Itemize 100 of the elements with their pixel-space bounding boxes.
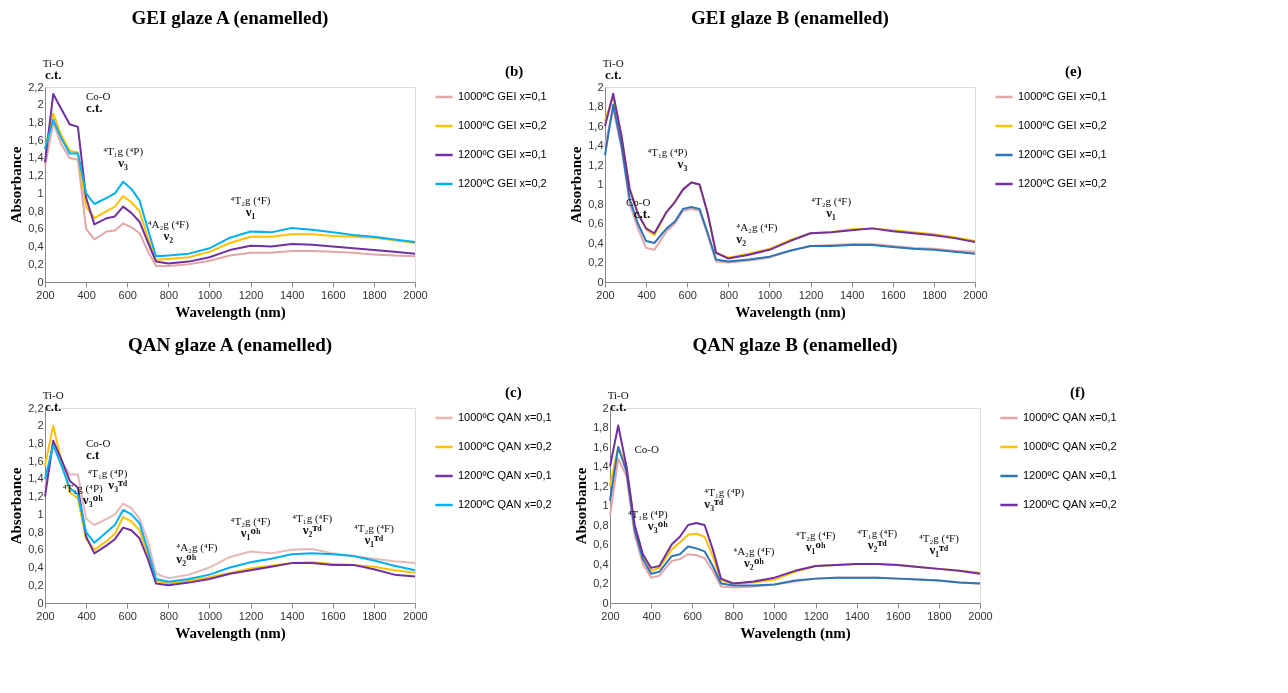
x-axis-title: Wavelength (nm) [175, 303, 286, 321]
y-tick-label: 1,4 [593, 460, 609, 472]
y-tick-label: 1,6 [593, 440, 609, 453]
x-axis-title: Wavelength (nm) [735, 303, 846, 321]
legend-label: 1000ºC GEI x=0,1 [458, 90, 547, 102]
annotation: ⁴T₂g (⁴F) [795, 528, 836, 542]
x-tick-label: 2000 [963, 288, 988, 301]
legend-label: 1000ºC QAN x=0,2 [458, 440, 552, 452]
annotation: ⁴T₁g (⁴P) [87, 466, 128, 480]
x-tick-label: 400 [642, 609, 661, 622]
x-tick-label: 200 [36, 288, 55, 301]
x-tick-label: 1200 [803, 609, 829, 622]
legend-label: 1000ºC QAN x=0,1 [1023, 411, 1117, 423]
x-tick-label: 1800 [362, 288, 387, 301]
x-tick-label: 1400 [844, 609, 870, 622]
x-tick-label: 1000 [197, 288, 223, 301]
y-tick-label: 1,2 [28, 169, 44, 182]
y-tick-label: 0,8 [588, 197, 604, 210]
annotation: ⁴T₂g (⁴F) [230, 194, 271, 208]
annotation: ⁴A₂g (⁴F) [733, 544, 775, 558]
y-tick-label: 1,2 [593, 479, 609, 492]
y-tick-label: 1,8 [28, 115, 44, 128]
x-tick-label: 1600 [886, 609, 911, 622]
annotation: ⁴T₂g (⁴F) [918, 531, 960, 545]
x-tick-label: 200 [596, 288, 615, 301]
x-tick-label: 800 [159, 288, 179, 301]
x-tick-label: 1000 [757, 288, 783, 301]
text: (e) [1065, 63, 1082, 80]
x-tick-label: 1600 [321, 609, 346, 622]
legend-label: 1200ºC QAN x=0,2 [458, 498, 552, 510]
y-tick-label: 1 [37, 186, 44, 199]
y-tick-label: 2 [37, 98, 44, 111]
annotation: Ti-O [42, 57, 64, 70]
x-tick-label: 200 [601, 609, 620, 622]
legend-label: 1000ºC QAN x=0,2 [1023, 440, 1117, 452]
y-tick-label: 1,2 [28, 490, 44, 503]
y-tick-label: 0,6 [588, 217, 604, 229]
annotation: c.t. [604, 66, 622, 82]
y-tick-label: 0,2 [593, 577, 609, 589]
y-tick-label: 0,4 [28, 561, 44, 574]
annotation: ⁴A₂g (⁴F) [176, 541, 218, 555]
annotation: c.t [85, 447, 100, 463]
y-tick-label: 1,8 [588, 100, 604, 112]
y-tick-label: 1,8 [28, 436, 44, 449]
x-tick-label: 1000 [762, 609, 788, 622]
x-tick-label: 1400 [279, 288, 305, 301]
y-tick-label: 1,8 [593, 421, 609, 433]
y-axis-title: Absorbance [573, 467, 590, 545]
y-tick-label: 1,4 [28, 472, 44, 485]
y-tick-label: 0,2 [28, 257, 44, 270]
legend-label: 1200ºC QAN x=0,1 [458, 469, 552, 481]
x-tick-label: 1800 [927, 609, 952, 622]
legend-label: 1200ºC QAN x=0,2 [1023, 498, 1117, 510]
x-tick-label: 600 [683, 609, 702, 622]
annotation: c.t. [85, 99, 103, 115]
y-tick-label: 0 [37, 596, 44, 609]
annotation: ⁴A₂g (⁴F) [147, 218, 190, 232]
annotation: Co-O [634, 442, 659, 455]
y-tick-label: 0,6 [593, 538, 609, 550]
x-tick-label: 400 [77, 288, 96, 301]
y-tick-label: 0,4 [588, 236, 604, 249]
y-tick-label: 0,8 [593, 518, 609, 531]
y-tick-label: 1,6 [588, 119, 604, 132]
x-tick-label: 400 [637, 288, 656, 301]
chart-title: GEI glaze A (enamelled) [131, 7, 329, 30]
x-tick-label: 600 [678, 288, 697, 301]
annotation: Co-O [85, 89, 111, 102]
x-axis-title: Wavelength (nm) [740, 624, 851, 642]
y-tick-label: 2,2 [28, 80, 44, 93]
x-tick-label: 200 [36, 609, 55, 622]
y-tick-label: 0 [602, 596, 609, 609]
y-tick-label: 1,6 [28, 133, 44, 146]
x-tick-label: 1200 [238, 609, 264, 622]
y-tick-label: 0 [597, 275, 604, 288]
annotation: Co-O [85, 437, 111, 450]
annotation: c.t. [609, 398, 627, 414]
y-tick-label: 0,6 [28, 543, 44, 556]
x-tick-label: 800 [719, 288, 739, 301]
y-axis-title: Absorbance [8, 146, 25, 224]
x-tick-label: 2000 [403, 288, 428, 301]
y-tick-label: 2 [602, 401, 609, 414]
y-tick-label: 0 [37, 275, 44, 288]
y-tick-label: 0,4 [593, 557, 609, 570]
annotation: ⁴T₁g (⁴F) [292, 511, 333, 525]
x-tick-label: 1400 [839, 288, 865, 301]
y-tick-label: 0,8 [28, 204, 44, 217]
x-tick-label: 1000 [197, 609, 223, 622]
y-tick-label: 2 [597, 80, 604, 93]
annotation: ⁴T₂g (⁴F) [811, 195, 852, 209]
legend-label: 1200ºC GEI x=0,1 [1018, 148, 1107, 160]
y-tick-label: 0,2 [588, 256, 604, 268]
annotation: Ti-O [602, 56, 624, 69]
annotation: c.t. [44, 67, 62, 83]
x-tick-label: 1600 [321, 288, 346, 301]
chart-title: GEI glaze B (enamelled) [691, 6, 889, 29]
text: (b) [505, 63, 524, 80]
x-tick-label: 1600 [881, 288, 906, 301]
x-tick-label: 800 [724, 609, 744, 622]
legend-label: 1200ºC QAN x=0,1 [1023, 469, 1117, 481]
x-tick-label: 400 [77, 609, 96, 622]
